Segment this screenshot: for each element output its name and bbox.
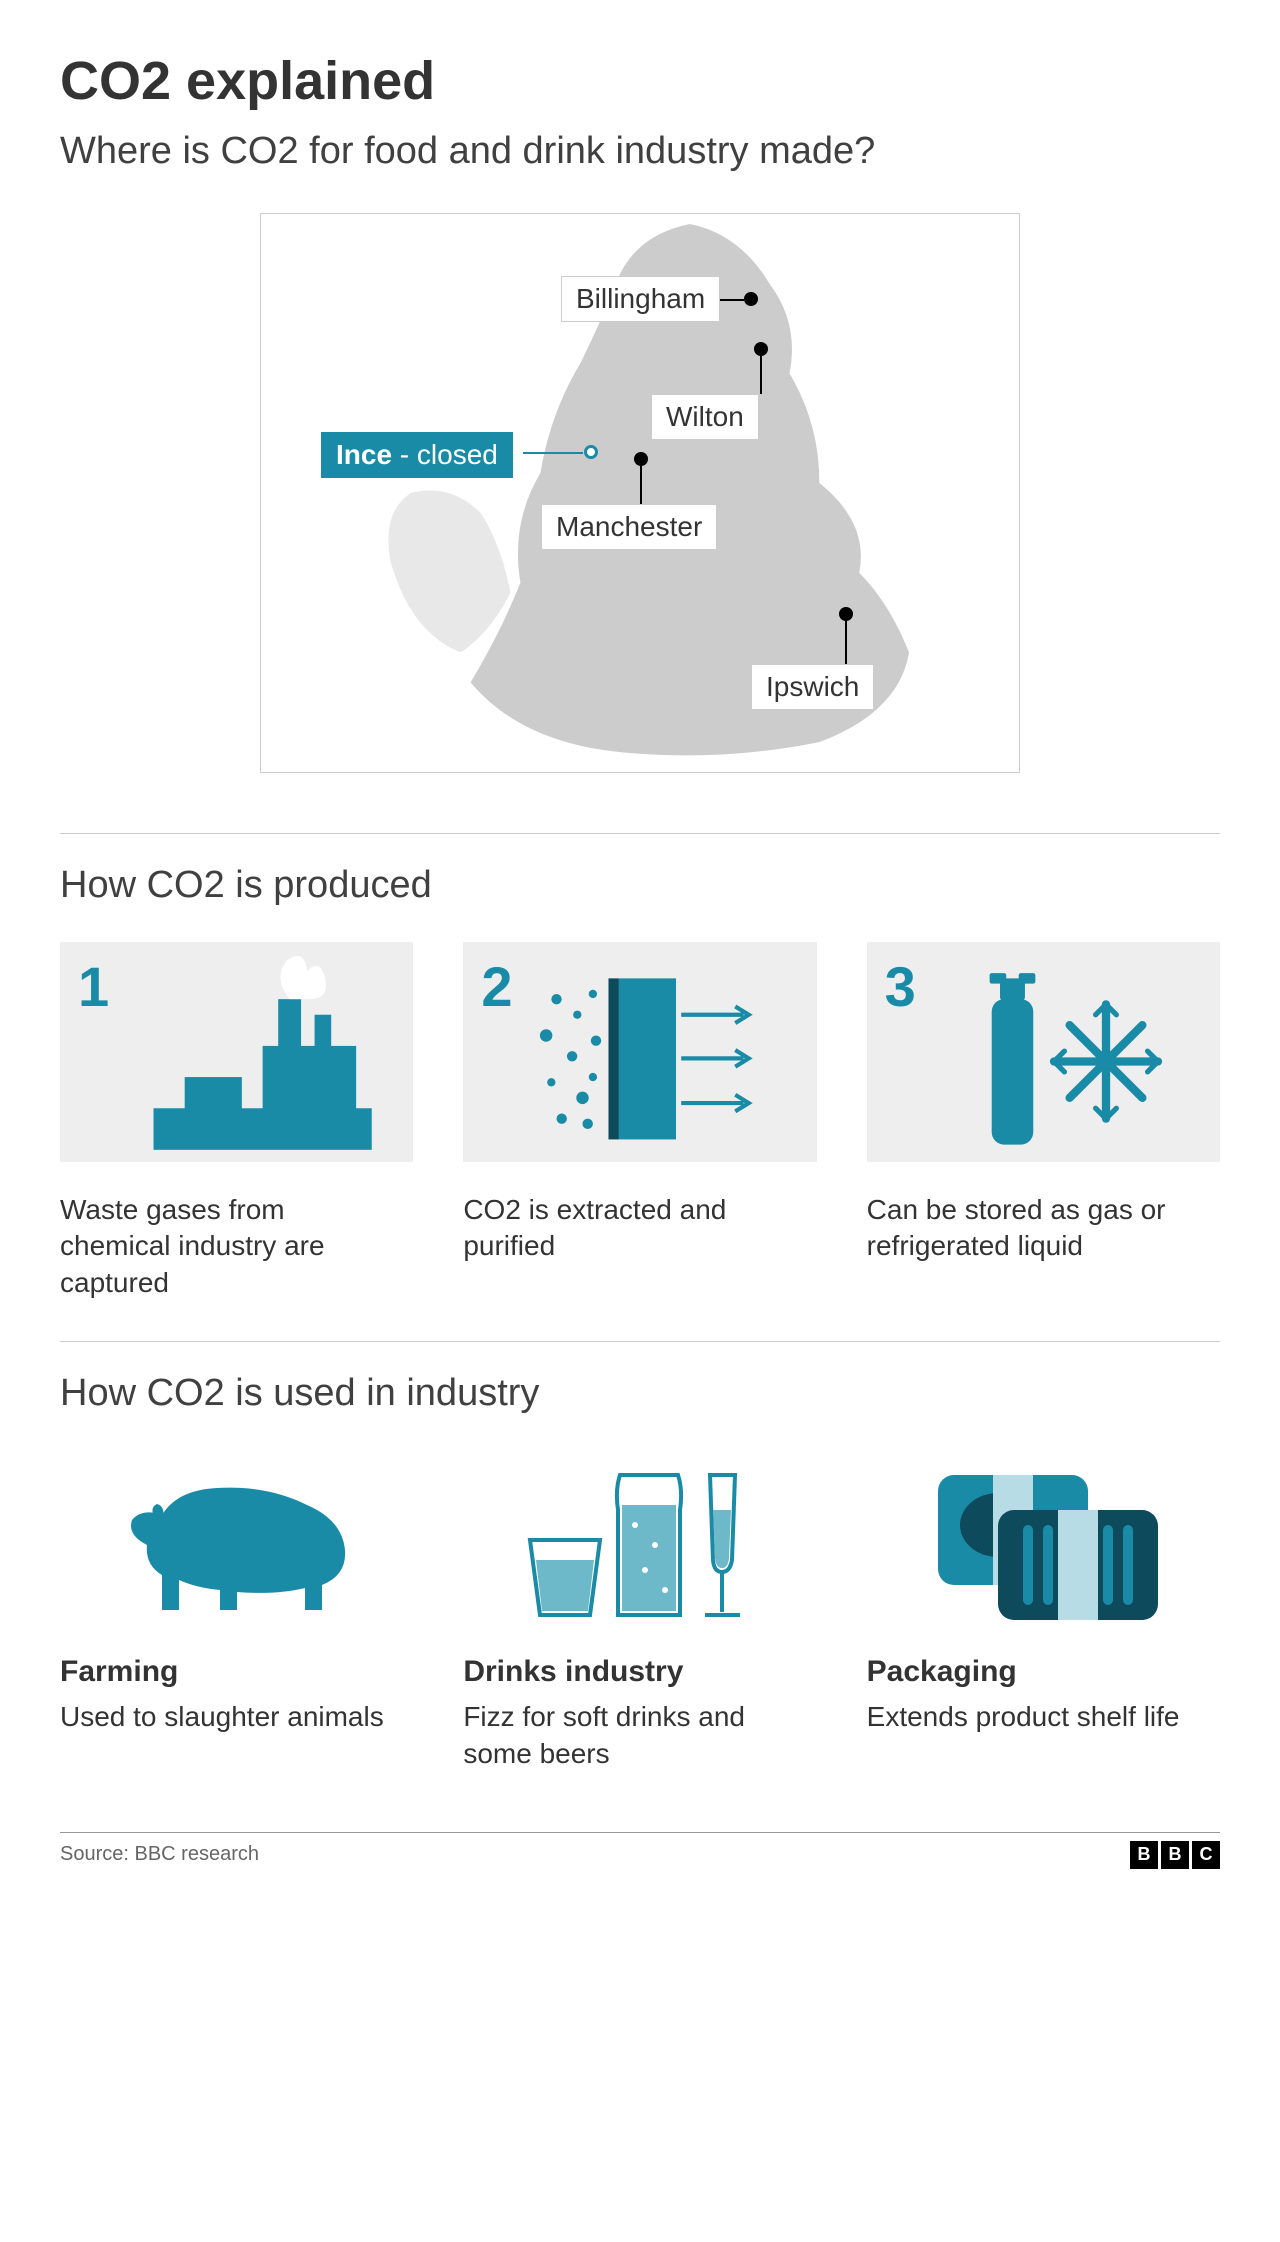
map-label-billingham: Billingham <box>561 276 720 322</box>
map-connector <box>716 299 744 301</box>
map-label-ipswich: Ipswich <box>751 664 874 710</box>
pig-icon <box>60 1450 413 1630</box>
map-label-wilton: Wilton <box>651 394 759 440</box>
map-dot-wilton <box>754 342 768 356</box>
step-text: Waste gases from chemical industry are c… <box>60 1192 413 1301</box>
step-3: 3 Can be stored a <box>867 942 1220 1301</box>
use-farming: Farming Used to slaughter animals <box>60 1450 413 1772</box>
use-title: Drinks industry <box>463 1655 816 1689</box>
use-title: Farming <box>60 1655 413 1689</box>
bbc-logo-icon: B B C <box>1130 1841 1220 1869</box>
map-label-manchester: Manchester <box>541 504 717 550</box>
map-dot-ipswich <box>839 607 853 621</box>
map-connector <box>760 356 762 394</box>
map-dot-billingham <box>744 292 758 306</box>
map-connector <box>845 621 847 664</box>
use-title: Packaging <box>867 1655 1220 1689</box>
factory-icon <box>60 942 413 1162</box>
map-dot-manchester <box>634 452 648 466</box>
step-1: 1 Waste gases from chemical industry are… <box>60 942 413 1301</box>
step-tile: 3 <box>867 942 1220 1162</box>
used-heading: How CO2 is used in industry <box>60 1372 1220 1415</box>
step-text: Can be stored as gas or refrigerated liq… <box>867 1192 1220 1265</box>
cylinder-snowflake-icon <box>867 942 1220 1162</box>
used-items: Farming Used to slaughter animals Drinks… <box>60 1450 1220 1772</box>
section-divider <box>60 1341 1220 1342</box>
map-connector <box>523 452 583 454</box>
use-drinks: Drinks industry Fizz for soft drinks and… <box>463 1450 816 1772</box>
map-connector <box>640 466 642 504</box>
map-label-ince: Ince - closed <box>321 432 513 478</box>
source-text: Source: BBC research <box>60 1843 259 1866</box>
page-title: CO2 explained <box>60 50 1220 112</box>
use-text: Used to slaughter animals <box>60 1699 413 1735</box>
filter-icon <box>463 942 816 1162</box>
packaging-icon <box>867 1450 1220 1630</box>
page-subtitle: Where is CO2 for food and drink industry… <box>60 130 1220 173</box>
use-text: Fizz for soft drinks and some beers <box>463 1699 816 1772</box>
step-tile: 2 <box>463 942 816 1162</box>
footer: Source: BBC research B B C <box>60 1832 1220 1869</box>
step-tile: 1 <box>60 942 413 1162</box>
map-container: Billingham Wilton Ince - closed Manchest… <box>60 213 1220 773</box>
section-divider <box>60 833 1220 834</box>
use-packaging: Packaging Extends product shelf life <box>867 1450 1220 1772</box>
drinks-icon <box>463 1450 816 1630</box>
step-text: CO2 is extracted and purified <box>463 1192 816 1265</box>
step-2: 2 CO2 is extracted and purified <box>463 942 816 1301</box>
map-dot-ince <box>584 445 598 459</box>
produced-steps: 1 Waste gases from chemical industry are… <box>60 942 1220 1301</box>
uk-map: Billingham Wilton Ince - closed Manchest… <box>260 213 1020 773</box>
produced-heading: How CO2 is produced <box>60 864 1220 907</box>
use-text: Extends product shelf life <box>867 1699 1220 1735</box>
